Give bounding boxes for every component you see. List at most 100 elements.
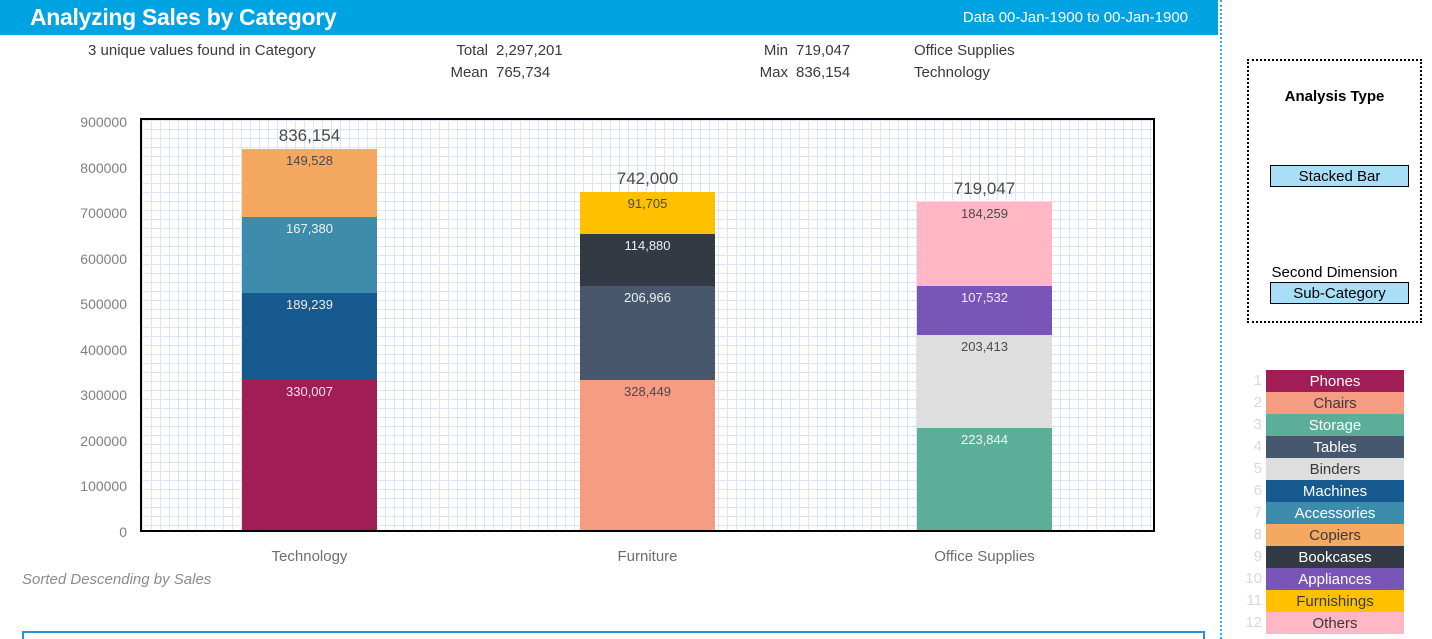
legend-index: 1 (1253, 372, 1262, 389)
bar-segment-tables: 206,966 (580, 286, 715, 381)
second-dimension-button[interactable]: Sub-Category (1270, 282, 1409, 304)
stacked-bar-furniture: 328,449 206,966 114,880 91,705 (580, 192, 715, 530)
legend-swatch-label: Storage (1266, 414, 1404, 436)
bar-segment-machines: 189,239 (242, 293, 377, 380)
legend-index: 7 (1253, 504, 1262, 521)
legend-row-accessories: 7 Accessories (1238, 502, 1408, 524)
legend-index: 4 (1253, 438, 1262, 455)
segment-value-label: 330,007 (286, 383, 333, 399)
legend-row-furnishings: 11 Furnishings (1238, 590, 1408, 612)
legend-swatch-label: Furnishings (1266, 590, 1404, 612)
unique-values-text: 3 unique values found in Category (88, 42, 316, 59)
legend-swatch-label: Accessories (1266, 502, 1404, 524)
second-dimension-label: Second Dimension (1271, 264, 1398, 281)
legend-row-binders: 5 Binders (1238, 458, 1408, 480)
y-tick-label: 800000 (80, 159, 127, 176)
bar-segment-binders: 203,413 (917, 335, 1052, 429)
y-tick-label: 700000 (80, 205, 127, 222)
analysis-panel: Analysis Type Stacked Bar Second Dimensi… (1247, 59, 1422, 323)
bar-segment-chairs: 328,449 (580, 380, 715, 530)
bar-total-label: 836,154 (278, 126, 341, 146)
bar-segment-others: 184,259 (917, 202, 1052, 287)
bar-segment-appliances: 107,532 (917, 286, 1052, 336)
min-value: 719,047 (796, 42, 851, 59)
stacked-bar-technology: 330,007 189,239 167,380 149,528 (242, 149, 377, 530)
legend-index: 9 (1253, 548, 1262, 565)
legend-row-appliances: 10 Appliances (1238, 568, 1408, 590)
y-tick-label: 200000 (80, 432, 127, 449)
bar-segment-furnishings: 91,705 (580, 192, 715, 234)
legend-row-bookcases: 9 Bookcases (1238, 546, 1408, 568)
legend-row-phones: 1 Phones (1238, 370, 1408, 392)
legend-swatch-label: Phones (1266, 370, 1404, 392)
legend-swatch-label: Tables (1266, 436, 1404, 458)
legend-row-tables: 4 Tables (1238, 436, 1408, 458)
min-category: Office Supplies (914, 42, 1015, 59)
mean-value: 765,734 (496, 64, 551, 81)
date-range-label: Data 00-Jan-1900 to 00-Jan-1900 (962, 9, 1188, 26)
y-tick-label: 900000 (80, 114, 127, 130)
legend-index: 11 (1246, 592, 1262, 609)
total-value: 2,297,201 (496, 42, 563, 59)
legend-index: 2 (1253, 394, 1262, 411)
bottom-panel (22, 631, 1205, 639)
legend-index: 3 (1253, 416, 1262, 433)
legend-swatch-label: Binders (1266, 458, 1404, 480)
segment-value-label: 223,844 (961, 432, 1008, 448)
legend-index: 10 (1245, 570, 1262, 587)
bar-segment-copiers: 149,528 (242, 149, 377, 218)
y-tick-label: 0 (119, 524, 127, 540)
x-category-label: Office Supplies (934, 548, 1035, 565)
segment-value-label: 184,259 (961, 206, 1008, 222)
sidebar-separator-line (1220, 0, 1222, 639)
segment-value-label: 114,880 (624, 237, 671, 253)
y-tick-label: 600000 (80, 250, 127, 267)
segment-value-label: 203,413 (961, 339, 1008, 355)
bar-segment-storage: 223,844 (917, 428, 1052, 530)
segment-value-label: 206,966 (624, 290, 671, 306)
x-category-label: Furniture (617, 548, 678, 565)
segment-value-label: 328,449 (624, 384, 671, 400)
bar-segment-accessories: 167,380 (242, 217, 377, 294)
x-category-label: Technology (271, 548, 348, 565)
segment-value-label: 107,532 (961, 290, 1008, 306)
y-tick-label: 500000 (80, 296, 127, 313)
legend-swatch-label: Chairs (1266, 392, 1404, 414)
y-tick-label: 300000 (80, 387, 127, 404)
page-title: Analyzing Sales by Category (30, 4, 337, 30)
segment-value-label: 167,380 (286, 221, 333, 237)
bar-total-label: 719,047 (953, 179, 1016, 199)
header-bar: Analyzing Sales by Category Data 00-Jan-… (0, 0, 1218, 35)
legend-index: 6 (1253, 482, 1262, 499)
analysis-type-label: Analysis Type (1284, 88, 1385, 105)
legend-swatch-label: Others (1266, 612, 1404, 634)
legend-swatch-label: Copiers (1266, 524, 1404, 546)
total-mean-block: Total 2,297,201 Mean 765,734 (396, 40, 563, 84)
legend-row-copiers: 8 Copiers (1238, 524, 1408, 546)
sort-note: Sorted Descending by Sales (22, 571, 212, 588)
bar-segment-bookcases: 114,880 (580, 233, 715, 287)
mean-label: Mean (450, 64, 488, 81)
legend-index: 5 (1253, 460, 1262, 477)
min-label: Min (763, 42, 788, 59)
legend-row-machines: 6 Machines (1238, 480, 1408, 502)
segment-value-label: 91,705 (627, 196, 668, 211)
legend-row-others: 12 Others (1238, 612, 1408, 634)
bar-total-label: 742,000 (616, 168, 679, 188)
total-label: Total (456, 42, 488, 59)
max-category: Technology (914, 64, 990, 81)
legend-swatch-label: Appliances (1266, 568, 1404, 590)
analysis-type-button[interactable]: Stacked Bar (1270, 165, 1409, 187)
y-tick-label: 100000 (80, 478, 127, 495)
legend-swatch-label: Bookcases (1266, 546, 1404, 568)
segment-value-label: 189,239 (286, 297, 333, 313)
min-max-block: Min 719,047 Office Supplies Max 836,154 … (748, 40, 1015, 84)
segment-value-label: 149,528 (286, 153, 333, 169)
legend-index: 12 (1245, 614, 1262, 631)
subcategory-legend: 1 Phones 2 Chairs 3 Storage 4 Tables 5 Binders 6 Ma… (1238, 370, 1408, 634)
legend-row-storage: 3 Storage (1238, 414, 1408, 436)
legend-index: 8 (1253, 526, 1262, 543)
plot-area: 330,007 189,239 167,380 149,528 328,449 206,9… (140, 118, 1155, 532)
legend-swatch-label: Machines (1266, 480, 1404, 502)
